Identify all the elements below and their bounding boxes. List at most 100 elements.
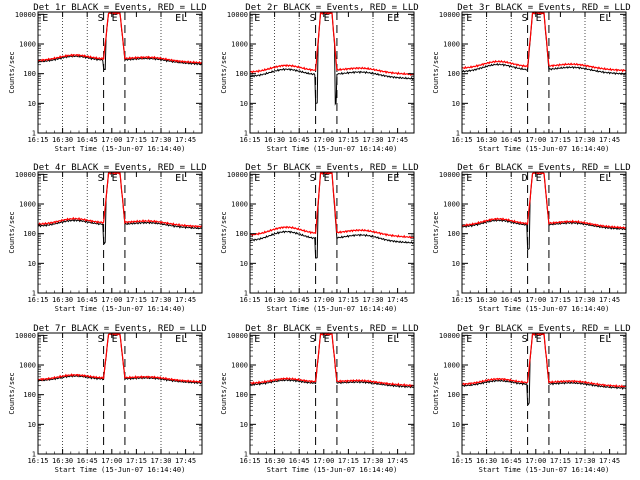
x-tick-label: 17:15: [126, 457, 147, 465]
flag-label: E: [254, 13, 260, 24]
flag-label: E: [324, 13, 330, 24]
y-tick-label: 10000: [227, 11, 248, 19]
x-axis-label: Start Time (15-Jun-07 16:14:40): [55, 305, 186, 313]
x-tick-label: 16:45: [77, 457, 98, 465]
y-tick-label: 10: [240, 421, 248, 429]
y-axis-label: Counts/sec: [8, 372, 16, 414]
flag-label: E: [42, 334, 48, 345]
x-tick-label: 16:45: [501, 136, 522, 144]
x-tick-label: 16:15: [27, 136, 48, 144]
x-axis-label: Start Time (15-Jun-07 16:14:40): [55, 145, 186, 153]
x-tick-label: 16:30: [476, 457, 497, 465]
x-tick-label: 17:45: [175, 457, 196, 465]
flag-label: E: [536, 334, 542, 345]
x-tick-label: 16:30: [264, 296, 285, 304]
x-tick-label: 16:15: [451, 457, 472, 465]
panel-title: Det 6r BLACK = Events, RED = LLD: [457, 163, 630, 173]
flag-label: E: [393, 173, 399, 184]
flag-label: E: [175, 13, 181, 24]
lld-series-line: [249, 171, 415, 239]
y-tick-label: 10: [240, 100, 248, 108]
y-tick-label: 100: [235, 391, 248, 399]
x-tick-label: 17:00: [101, 136, 122, 144]
flag-label: E: [466, 173, 472, 184]
lld-series-line: [461, 171, 627, 230]
x-tick-label: 17:30: [150, 296, 171, 304]
panel-title: Det 5r BLACK = Events, RED = LLD: [245, 163, 418, 173]
y-tick-label: 1: [244, 451, 248, 459]
events-series-line: [249, 171, 415, 259]
y-tick-label: 1000: [443, 41, 460, 49]
panel-title: Det 8r BLACK = Events, RED = LLD: [245, 324, 418, 334]
y-tick-label: 1000: [231, 41, 248, 49]
flag-label: L: [181, 13, 187, 24]
y-tick-label: 1: [32, 130, 36, 138]
flag-label: S: [522, 13, 528, 24]
y-tick-label: 1000: [443, 362, 460, 370]
x-tick-label: 17:30: [574, 457, 595, 465]
flag-label: S: [310, 334, 316, 345]
y-axis-label: Counts/sec: [220, 211, 228, 253]
y-tick-label: 1000: [443, 201, 460, 209]
flag-label: E: [42, 173, 48, 184]
y-axis-label: Counts/sec: [220, 51, 228, 93]
x-axis-label: Start Time (15-Jun-07 16:14:40): [55, 466, 186, 474]
flag-label: E: [254, 334, 260, 345]
x-tick-label: 17:45: [387, 136, 408, 144]
y-axis-label: Counts/sec: [220, 372, 228, 414]
y-tick-label: 10000: [439, 171, 460, 179]
panel-title: Det 4r BLACK = Events, RED = LLD: [33, 163, 206, 173]
x-tick-label: 17:15: [550, 457, 571, 465]
panel-title: Det 9r BLACK = Events, RED = LLD: [457, 324, 630, 334]
x-tick-label: 17:00: [313, 296, 334, 304]
flag-label: E: [466, 334, 472, 345]
x-tick-label: 17:30: [362, 457, 383, 465]
x-axis-label: Start Time (15-Jun-07 16:14:40): [267, 305, 398, 313]
x-axis-label: Start Time (15-Jun-07 16:14:40): [479, 305, 610, 313]
x-tick-label: 17:30: [362, 296, 383, 304]
y-tick-label: 100: [447, 230, 460, 238]
x-tick-label: 16:45: [77, 296, 98, 304]
x-tick-label: 16:30: [52, 296, 73, 304]
x-tick-label: 17:15: [126, 136, 147, 144]
x-tick-label: 17:00: [313, 136, 334, 144]
x-tick-label: 16:45: [501, 457, 522, 465]
flag-label: S: [310, 173, 316, 184]
x-tick-label: 17:45: [599, 136, 620, 144]
flag-label: E: [175, 334, 181, 345]
y-tick-label: 1000: [231, 362, 248, 370]
x-tick-label: 16:45: [77, 136, 98, 144]
flag-label: E: [599, 13, 605, 24]
x-tick-label: 16:15: [27, 457, 48, 465]
x-tick-label: 17:45: [387, 296, 408, 304]
y-tick-label: 10: [452, 421, 460, 429]
y-tick-label: 1: [456, 290, 460, 298]
flag-label: E: [324, 334, 330, 345]
x-tick-label: 17:45: [175, 136, 196, 144]
y-tick-label: 100: [23, 70, 36, 78]
y-tick-label: 10000: [227, 171, 248, 179]
panel-title: Det 1r BLACK = Events, RED = LLD: [33, 3, 206, 13]
x-tick-label: 17:00: [313, 457, 334, 465]
x-tick-label: 17:30: [150, 457, 171, 465]
lld-series-line: [461, 11, 627, 73]
x-tick-label: 17:15: [338, 457, 359, 465]
y-tick-label: 10000: [15, 11, 36, 19]
x-axis-label: Start Time (15-Jun-07 16:14:40): [479, 145, 610, 153]
x-tick-label: 17:45: [599, 296, 620, 304]
panel-title: Det 2r BLACK = Events, RED = LLD: [245, 3, 418, 13]
flag-label: L: [605, 173, 611, 184]
flag-label: E: [42, 13, 48, 24]
flag-label: S: [522, 334, 528, 345]
y-tick-label: 10000: [15, 171, 36, 179]
y-axis-label: Counts/sec: [432, 211, 440, 253]
y-tick-label: 100: [23, 230, 36, 238]
x-axis-label: Start Time (15-Jun-07 16:14:40): [267, 145, 398, 153]
x-tick-label: 16:15: [239, 296, 260, 304]
